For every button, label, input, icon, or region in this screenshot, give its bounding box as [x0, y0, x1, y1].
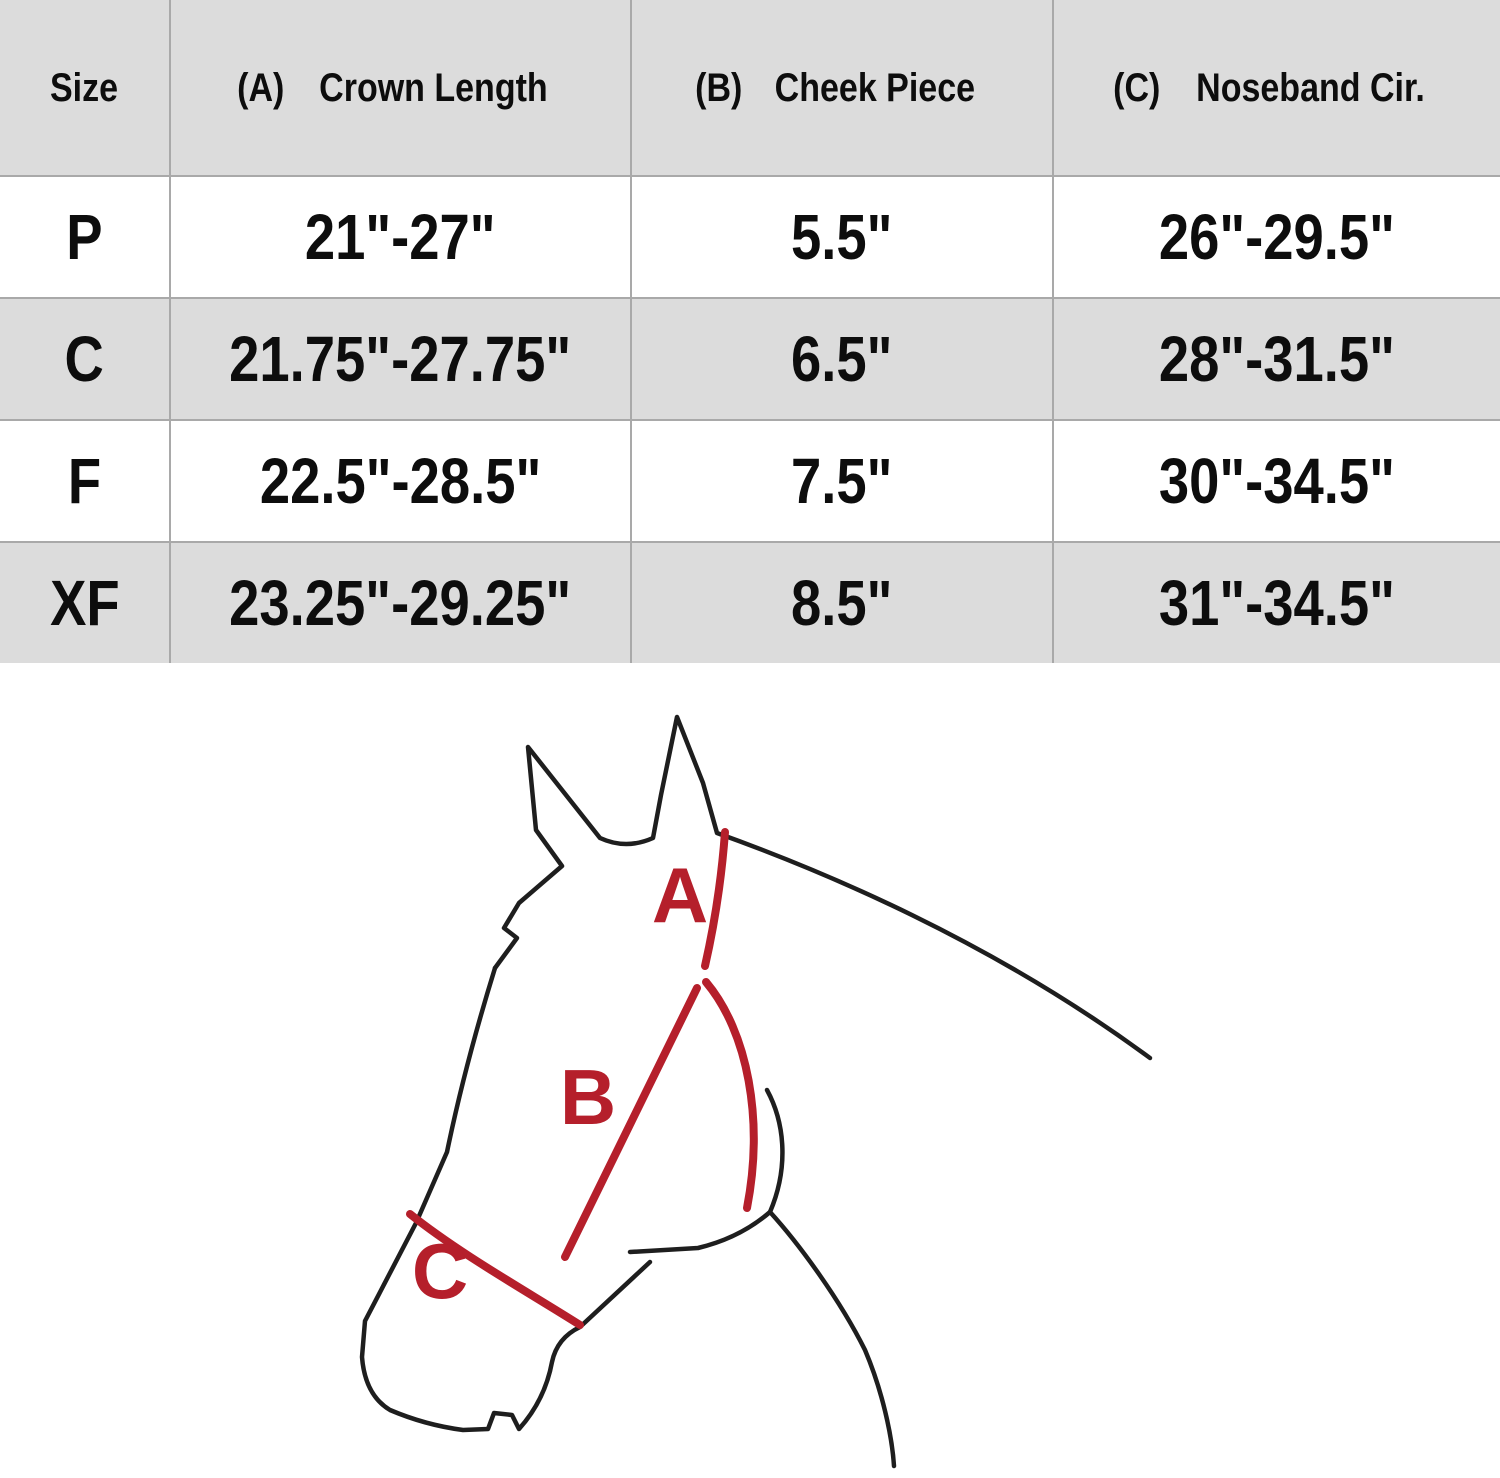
size-value: P — [66, 201, 103, 273]
cell-crown-length: 23.25"-29.25" — [169, 541, 632, 663]
horse-throat-line — [764, 1087, 785, 1215]
horse-chest-line — [767, 1209, 897, 1469]
cell-size: C — [0, 297, 171, 421]
column-header-noseband-label: Noseband Cir. — [1196, 65, 1425, 110]
horse-muzzle-outline — [359, 965, 653, 1433]
cheek-piece-label: B — [560, 1053, 616, 1141]
cell-cheek-piece: 8.5" — [630, 541, 1054, 663]
size-value: XF — [49, 567, 120, 639]
cell-noseband: 30"-34.5" — [1052, 419, 1500, 543]
column-tag-a: (A) — [236, 65, 285, 110]
cheek-strap-line — [561, 984, 701, 1261]
crown-length-value: 23.25"-29.25" — [229, 567, 572, 639]
cheek-piece-value: 8.5" — [791, 567, 893, 639]
cheek-piece-value: 5.5" — [791, 201, 893, 273]
crown-strap-line — [701, 828, 729, 970]
cell-size: F — [0, 419, 171, 543]
cell-crown-length: 22.5"-28.5" — [169, 419, 632, 543]
column-tag-b: (B) — [694, 65, 743, 110]
noseband-value: 26"-29.5" — [1158, 201, 1396, 273]
column-header-crown-length-label: Crown Length — [319, 65, 549, 110]
cell-cheek-piece: 5.5" — [630, 175, 1054, 299]
table-row-pony: P 21"-27" 5.5" 26"-29.5" — [0, 175, 1500, 299]
noseband-value: 31"-34.5" — [1158, 567, 1396, 639]
size-chart-table: Size (A) Crown Length (B) Cheek Piece (C… — [0, 0, 1500, 663]
column-header-cheek-piece: (B) Cheek Piece — [630, 0, 1054, 177]
column-header-cheek-piece-label: Cheek Piece — [775, 65, 976, 110]
cell-noseband: 26"-29.5" — [1052, 175, 1500, 299]
cell-size: P — [0, 175, 171, 299]
crown-length-value: 21"-27" — [305, 201, 496, 273]
cell-noseband: 28"-31.5" — [1052, 297, 1500, 421]
cell-cheek-piece: 7.5" — [630, 419, 1054, 543]
horse-head-outline — [492, 714, 1153, 1061]
table-row-extra-full: XF 23.25"-29.25" 8.5" 31"-34.5" — [0, 541, 1500, 663]
cheek-piece-value: 7.5" — [791, 445, 893, 517]
noseband-value: 28"-31.5" — [1158, 323, 1396, 395]
cell-size: XF — [0, 541, 171, 663]
size-value: F — [67, 445, 102, 517]
column-header-noseband: (C) Noseband Cir. — [1052, 0, 1500, 177]
cheek-piece-value: 6.5" — [791, 323, 893, 395]
table-row-cob: C 21.75"-27.75" 6.5" 28"-31.5" — [0, 297, 1500, 421]
crown-length-value: 21.75"-27.75" — [229, 323, 572, 395]
size-value: C — [64, 323, 105, 395]
table-row-full: F 22.5"-28.5" 7.5" 30"-34.5" — [0, 419, 1500, 543]
horse-mouth-line — [627, 1209, 773, 1255]
noseband-label: C — [412, 1227, 468, 1315]
crown-length-value: 22.5"-28.5" — [259, 445, 542, 517]
header-row: Size (A) Crown Length (B) Cheek Piece (C… — [0, 0, 1500, 177]
column-header-crown-length: (A) Crown Length — [169, 0, 632, 177]
column-header-size: Size — [0, 0, 171, 177]
noseband-value: 30"-34.5" — [1158, 445, 1396, 517]
cell-cheek-piece: 6.5" — [630, 297, 1054, 421]
cell-crown-length: 21"-27" — [169, 175, 632, 299]
cell-noseband: 31"-34.5" — [1052, 541, 1500, 663]
column-header-size-label: Size — [50, 65, 119, 110]
crown-label: A — [652, 851, 708, 939]
noseband-strap-line — [406, 1210, 584, 1329]
cell-crown-length: 21.75"-27.75" — [169, 297, 632, 421]
cheek-arc-line — [702, 978, 758, 1212]
column-tag-c: (C) — [1113, 65, 1161, 110]
